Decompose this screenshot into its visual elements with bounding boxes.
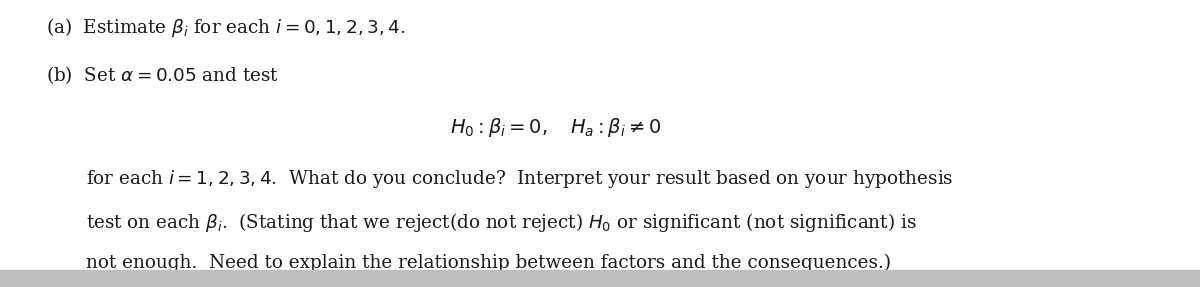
- Text: for each $i = 1, 2, 3, 4$.  What do you conclude?  Interpret your result based o: for each $i = 1, 2, 3, 4$. What do you c…: [86, 168, 954, 190]
- Text: not enough.  Need to explain the relationship between factors and the consequenc: not enough. Need to explain the relation…: [86, 254, 892, 272]
- Text: (b)  Set $\alpha = 0.05$ and test: (b) Set $\alpha = 0.05$ and test: [46, 65, 278, 86]
- Text: test on each $\beta_i$.  (Stating that we reject(do not reject) $H_0$ or signifi: test on each $\beta_i$. (Stating that we…: [86, 211, 917, 234]
- Text: $H_0 : \beta_i = 0, \quad H_a : \beta_i \neq 0$: $H_0 : \beta_i = 0, \quad H_a : \beta_i …: [450, 116, 661, 139]
- Bar: [0, 270, 1200, 287]
- Text: (a)  Estimate $\beta_i$ for each $i = 0, 1, 2, 3, 4$.: (a) Estimate $\beta_i$ for each $i = 0, …: [46, 16, 406, 39]
